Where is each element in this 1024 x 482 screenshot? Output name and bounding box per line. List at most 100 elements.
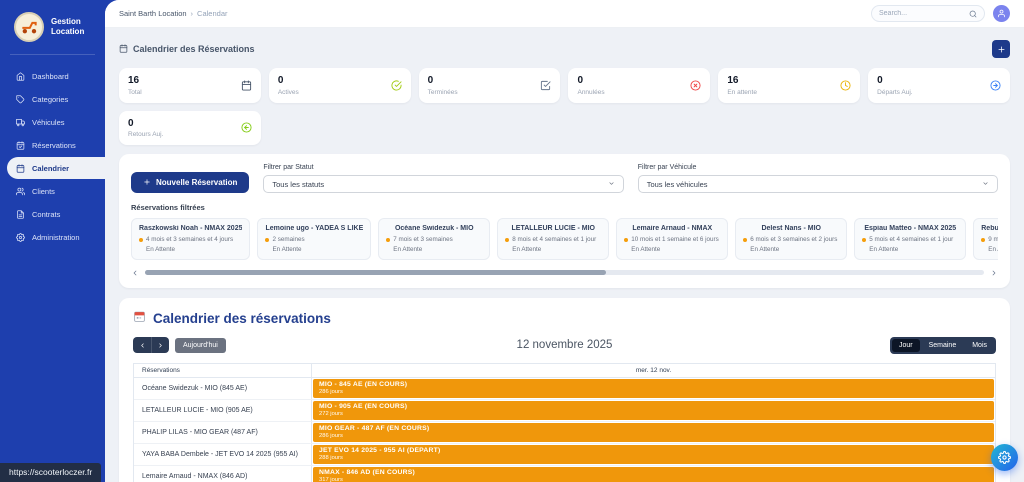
sidebar: Gestion Location Dashboard Categories Vé… bbox=[0, 0, 105, 482]
filtered-reservations-label: Réservations filtrées bbox=[131, 203, 205, 212]
reservation-card[interactable]: Lemaire Arnaud - NMAX 10 mois et 1 semai… bbox=[616, 218, 729, 260]
section-header: Calendrier des Réservations bbox=[119, 40, 1010, 58]
add-reservation-button[interactable] bbox=[992, 40, 1010, 58]
sidebar-item-vehicules[interactable]: Véhicules bbox=[7, 111, 105, 133]
sidebar-item-label: Véhicules bbox=[32, 117, 65, 127]
pending-dot-icon bbox=[862, 237, 867, 242]
reservation-bar-days: 288 jours bbox=[319, 455, 343, 462]
app-title: Gestion Location bbox=[51, 16, 85, 36]
reservation-bar[interactable]: NMAX - 846 AD (EN COURS) 317 jours bbox=[313, 466, 994, 482]
reservation-bar[interactable]: MIO - 905 AE (EN COURS) 272 jours bbox=[313, 400, 994, 420]
search-input[interactable] bbox=[879, 10, 969, 17]
reservation-name: Lemaire Arnaud - NMAX bbox=[632, 225, 713, 232]
sidebar-item-calendrier[interactable]: Calendrier bbox=[7, 157, 105, 179]
calendar-title-row: Calendrier des réservations bbox=[133, 310, 996, 328]
sidebar-item-dashboard[interactable]: Dashboard bbox=[7, 65, 105, 87]
reservation-bar[interactable]: MIO GEAR - 487 AF (EN COURS) 286 jours bbox=[313, 422, 994, 442]
stat-value: 0 bbox=[128, 117, 134, 129]
pending-dot-icon bbox=[981, 237, 986, 242]
tag-icon bbox=[16, 94, 25, 104]
status-filter-select[interactable]: Tous les statuts bbox=[263, 175, 624, 193]
reservation-name: Espiau Matteo - NMAX 2025 bbox=[864, 225, 957, 232]
reservation-card[interactable]: Raszkowski Noah - NMAX 2025 4 mois et 3 … bbox=[131, 218, 251, 260]
view-button[interactable]: Mois bbox=[972, 341, 987, 349]
reservation-row-label: LETALLEUR LUCIE - MIO (905 AE) bbox=[134, 399, 312, 421]
sidebar-item-contrats[interactable]: Contrats bbox=[7, 203, 105, 225]
reservation-status: En Attente bbox=[146, 245, 176, 253]
calendar-row: PHALIP LILAS - MIO GEAR (487 AF) MIO GEA… bbox=[134, 421, 995, 444]
breadcrumb-home[interactable]: Saint Barth Location bbox=[119, 9, 187, 18]
reservation-name: Delest Nans - MIO bbox=[761, 225, 821, 232]
sidebar-item-label: Administration bbox=[32, 232, 80, 242]
users-icon bbox=[16, 187, 25, 196]
reservation-card[interactable]: Rebuelta Brendan - YADEA G5 9 mois et 4 … bbox=[973, 218, 998, 260]
topbar: Saint Barth Location › Calendar bbox=[105, 0, 1024, 28]
search-box[interactable] bbox=[871, 5, 985, 22]
stat-card: 0 Terminées bbox=[418, 68, 561, 103]
sidebar-item-reservations[interactable]: Réservations bbox=[7, 134, 105, 156]
arrow-right-circle-icon bbox=[990, 80, 1001, 91]
sidebar-item-categories[interactable]: Categories bbox=[7, 88, 105, 110]
gear-icon bbox=[16, 232, 25, 242]
calendar-nav-group bbox=[133, 337, 169, 353]
reservation-bar-title: MIO - 845 AE (EN COURS) bbox=[319, 380, 408, 388]
status-url-tooltip: https://scooterloczer.fr bbox=[0, 463, 102, 482]
new-reservation-button[interactable]: Nouvelle Réservation bbox=[131, 172, 250, 193]
plus-icon bbox=[143, 178, 151, 188]
status-filter-value: Tous les statuts bbox=[272, 179, 325, 189]
calendar-row: Océane Swidezuk - MIO (845 AE) MIO - 845… bbox=[134, 377, 995, 400]
view-button[interactable]: Semaine bbox=[928, 341, 957, 349]
page-title: Calendrier des Réservations bbox=[133, 44, 255, 54]
breadcrumb-separator: › bbox=[190, 9, 194, 18]
reservation-duration: 2 semaines bbox=[272, 236, 305, 243]
vehicle-filter-value: Tous les véhicules bbox=[646, 179, 708, 189]
sidebar-item-administration[interactable]: Administration bbox=[7, 226, 105, 248]
stats-grid: 16 Total 0 Actives 0 Terminées bbox=[119, 68, 1010, 145]
stat-label: En attente bbox=[727, 88, 757, 96]
reservation-bar-title: MIO - 905 AE (EN COURS) bbox=[319, 402, 408, 410]
reservation-card[interactable]: LETALLEUR LUCIE - MIO 8 mois et 4 semain… bbox=[497, 218, 610, 260]
filters-panel: Nouvelle Réservation Filtrer par Statut … bbox=[119, 154, 1010, 288]
reservation-card[interactable]: Océane Swidezuk - MIO 7 mois et 3 semain… bbox=[378, 218, 491, 260]
rows-header: Réservations bbox=[134, 363, 312, 377]
check-circle-icon bbox=[391, 80, 402, 91]
stat-card: 0 Actives bbox=[268, 68, 411, 103]
page-content: Calendrier des Réservations 16 Total bbox=[105, 28, 1024, 482]
pending-dot-icon bbox=[386, 237, 391, 242]
user-avatar[interactable] bbox=[993, 5, 1010, 22]
sidebar-item-clients[interactable]: Clients bbox=[7, 180, 105, 202]
calendar-toolbar: 12 novembre 2025 Aujourd'hui Jour Semaine… bbox=[133, 336, 996, 354]
prev-day-button[interactable] bbox=[133, 337, 151, 353]
stat-value: 16 bbox=[128, 75, 140, 86]
settings-fab-button[interactable] bbox=[991, 444, 1018, 471]
reservation-card[interactable]: Espiau Matteo - NMAX 2025 5 mois et 4 se… bbox=[854, 218, 967, 260]
vehicle-filter-label: Filtrer par Véhicule bbox=[637, 164, 697, 171]
view-switcher: Jour Semaine Mois bbox=[889, 336, 996, 354]
breadcrumb: Saint Barth Location › Calendar bbox=[119, 9, 227, 18]
filter-controls: Nouvelle Réservation Filtrer par Statut … bbox=[131, 164, 998, 193]
reservation-bar-days: 286 jours bbox=[319, 389, 343, 396]
vehicle-filter-select[interactable]: Tous les véhicules bbox=[637, 175, 998, 193]
stat-label: Actives bbox=[277, 88, 299, 96]
sidebar-item-label: Clients bbox=[32, 186, 55, 196]
reservation-name: Rebuelta Brendan - YADEA G5 bbox=[981, 225, 998, 232]
reservation-row-label: Lemaire Arnaud - NMAX (846 AD) bbox=[134, 465, 312, 482]
view-button[interactable]: Jour bbox=[891, 338, 920, 352]
next-day-button[interactable] bbox=[151, 337, 169, 353]
reservation-bar[interactable]: MIO - 845 AE (EN COURS) 286 jours bbox=[313, 378, 994, 398]
horizontal-scrollbar bbox=[131, 269, 998, 277]
reservation-card[interactable]: Lemoine ugo - YADEA S LIKE 2 semaines En… bbox=[257, 218, 372, 260]
stat-card: 0 Retours Auj. bbox=[119, 110, 261, 145]
reservation-bar[interactable]: JET EVO 14 2025 - 955 AI (DÉPART) 288 jo… bbox=[313, 444, 994, 464]
scrollbar-thumb[interactable] bbox=[145, 270, 607, 275]
reservation-card[interactable]: Delest Nans - MIO 6 mois et 3 semaines e… bbox=[735, 218, 848, 260]
stat-card: 0 Annulées bbox=[568, 68, 711, 103]
chevron-left-icon bbox=[139, 342, 146, 349]
scroll-right-icon[interactable] bbox=[990, 269, 998, 277]
calendar-icon bbox=[119, 40, 128, 58]
app-logo: Gestion Location bbox=[0, 8, 105, 54]
scroll-left-icon[interactable] bbox=[131, 269, 139, 277]
today-button[interactable]: Aujourd'hui bbox=[175, 337, 226, 353]
scrollbar-track[interactable] bbox=[145, 270, 984, 275]
reservation-bar-title: MIO GEAR - 487 AF (EN COURS) bbox=[319, 424, 430, 432]
